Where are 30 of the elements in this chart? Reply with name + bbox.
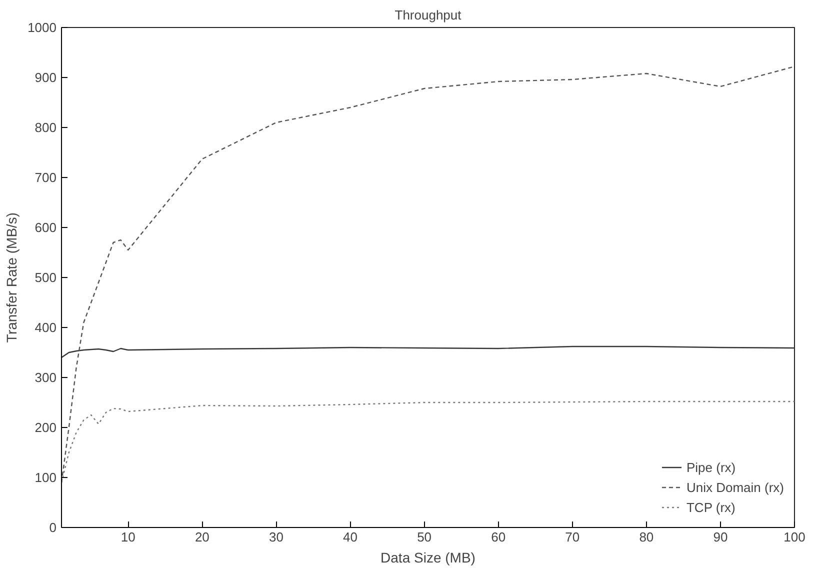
x-tick-label: 30 xyxy=(268,530,284,544)
y-tick-label: 600 xyxy=(34,220,57,235)
x-tick-label: 90 xyxy=(713,530,728,544)
line-series xyxy=(62,400,794,484)
y-tick-label: 900 xyxy=(34,70,57,85)
y-tick-label: 400 xyxy=(34,320,57,335)
x-tick-label: 70 xyxy=(565,530,580,544)
y-tick-label: 300 xyxy=(34,370,57,385)
line-series xyxy=(62,346,794,358)
y-tick-label: 0 xyxy=(49,520,57,535)
line-series xyxy=(62,66,794,484)
x-axis-title: Data Size (MB) xyxy=(380,550,476,566)
x-tick-label: 100 xyxy=(784,530,806,544)
legend-label: Pipe (rx) xyxy=(686,460,736,474)
y-tick-label: 1000 xyxy=(28,20,56,35)
x-tick-label: 60 xyxy=(491,530,506,544)
y-tick-label: 500 xyxy=(34,270,57,285)
x-tick-label: 20 xyxy=(194,530,210,544)
x-tick-label: 40 xyxy=(343,530,358,544)
legend-label: TCP (rx) xyxy=(686,500,736,514)
x-tick-label: 80 xyxy=(639,530,654,544)
x-tick-label: 50 xyxy=(417,530,432,544)
y-tick-label: 100 xyxy=(34,470,57,485)
legend-label: Unix Domain (rx) xyxy=(686,480,784,494)
y-tick-label: 800 xyxy=(34,120,57,135)
chart-title: Throughput xyxy=(394,8,462,22)
y-tick-label: 700 xyxy=(34,170,57,185)
y-axis-title: Transfer Rate (MB/s) xyxy=(4,212,20,343)
x-tick-label: 10 xyxy=(120,530,136,544)
y-tick-label: 200 xyxy=(34,420,57,435)
